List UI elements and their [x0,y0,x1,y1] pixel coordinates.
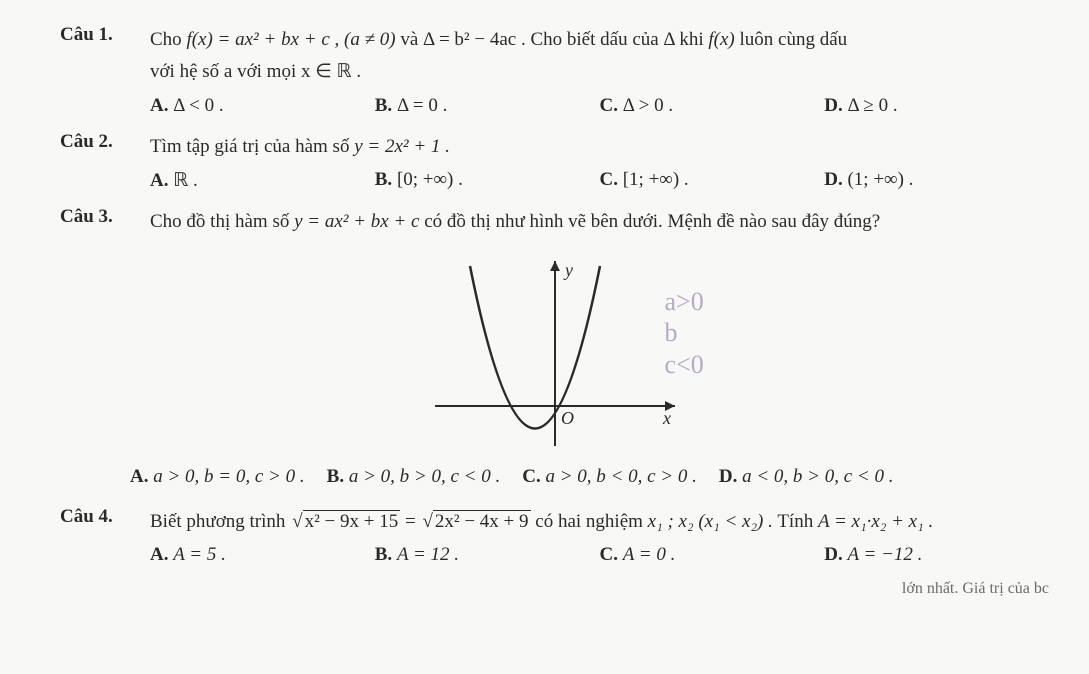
q2-opt-b[interactable]: B. [0; +∞) . [375,169,600,192]
q4-opt-a[interactable]: A. A = 5 . [150,544,375,566]
o-label: O [561,408,574,428]
q1-t1: Cho [150,29,186,50]
q4-t2: có hai nghiệm [535,511,647,532]
q2-eq: y = 2x² + 1 . [354,136,450,157]
q4-eq: = [405,511,420,532]
q1-opt-d[interactable]: D. Δ ≥ 0 . [824,95,1049,117]
q4-sqrt-lhs: x² − 9x + 15 [290,506,400,538]
q2-opt-d-text: (1; +∞) . [847,169,913,190]
q2-text: Tìm tập giá trị của hàm số y = 2x² + 1 . [150,131,1049,163]
q2-opt-b-text: [0; +∞) . [397,169,463,190]
q1-opt-b-text: Δ = 0 . [397,95,447,116]
q4-t3: Tính [777,511,818,532]
q1-opt-d-text: Δ ≥ 0 . [847,95,897,116]
q4-opt-b-text: A = 12 . [397,544,459,565]
q3-opt-b[interactable]: B. a > 0, b > 0, c < 0 . [327,466,501,488]
q1-opt-c[interactable]: C. Δ > 0 . [600,95,825,117]
q4-rhs-rad: 2x² − 4x + 9 [433,510,531,532]
q4-label: Câu 4. [60,506,150,528]
q4-opt-a-text: A = 5 . [173,544,226,565]
q1-t2: và [400,29,423,50]
q4-sqrt-rhs: 2x² − 4x + 9 [420,506,530,538]
q4-opt-c[interactable]: C. A = 0 . [600,544,825,566]
q4-opt-c-text: A = 0 . [623,544,676,565]
q4-roots: x₁ ; x₂ (x₁ < x₂) . [648,511,773,532]
q4-t1: Biết phương trình [150,511,290,532]
q3-opt-d[interactable]: D. a < 0, b > 0, c < 0 . [719,466,894,488]
parabola-graph: y x O [415,246,695,456]
q3-opt-a[interactable]: A. a > 0, b = 0, c > 0 . [130,466,305,488]
q1-fx2: f(x) [708,29,734,50]
q1-opt-c-text: Δ > 0 . [623,95,673,116]
q4-opt-b[interactable]: B. A = 12 . [375,544,600,566]
q3-opt-a-text: a > 0, b = 0, c > 0 . [153,466,304,487]
question-1: Câu 1. Cho f(x) = ax² + bx + c , (a ≠ 0)… [60,24,1049,89]
y-axis-arrow [550,261,560,271]
q2-t1: Tìm tập giá trị của hàm số [150,136,354,157]
q2-label: Câu 2. [60,131,150,153]
hand-l3: c<0 [665,349,704,380]
parabola-curve [470,266,600,429]
q3-options: A. a > 0, b = 0, c > 0 . B. a > 0, b > 0… [130,466,1049,488]
q1-label: Câu 1. [60,24,150,46]
q1-t4: luôn cùng dấu [740,29,848,50]
q2-opt-c[interactable]: C. [1; +∞) . [600,169,825,192]
q4-lhs-rad: x² − 9x + 15 [303,510,401,532]
q1-opt-b[interactable]: B. Δ = 0 . [375,95,600,117]
q1-opt-a[interactable]: A. Δ < 0 . [150,95,375,117]
question-3: Câu 3. Cho đồ thị hàm số y = ax² + bx + … [60,206,1049,238]
q1-delta: Δ = b² − 4ac [423,29,516,50]
question-2: Câu 2. Tìm tập giá trị của hàm số y = 2x… [60,131,1049,163]
q3-eq: y = ax² + bx + c [294,211,419,232]
q2-opt-a[interactable]: A. ℝ . [150,169,375,192]
y-label: y [563,260,573,280]
q3-t2: có đồ thị như hình vẽ bên dưới. Mệnh đề … [424,211,880,232]
q2-opt-c-text: [1; +∞) . [623,169,689,190]
q1-opt-a-text: Δ < 0 . [173,95,223,116]
q2-opt-a-text: ℝ . [173,170,198,191]
q1-line2: với hệ số a với mọi x ∈ ℝ . [150,61,361,82]
q4-options: A. A = 5 . B. A = 12 . C. A = 0 . D. A =… [150,544,1049,566]
footer-cutoff: lớn nhất. Giá trị của bc [60,580,1049,598]
q1-fx: f(x) = ax² + bx + c , (a ≠ 0) [186,29,395,50]
q4-Aexpr: A = x₁·x₂ + x₁ . [818,511,933,532]
q1-t3: . Cho biết dấu của Δ khi [521,29,708,50]
question-4: Câu 4. Biết phương trình x² − 9x + 15 = … [60,506,1049,538]
q4-opt-d[interactable]: D. A = −12 . [824,544,1049,566]
hand-l1: a>0 [665,286,704,317]
q3-text: Cho đồ thị hàm số y = ax² + bx + c có đồ… [150,206,1049,238]
q4-text: Biết phương trình x² − 9x + 15 = 2x² − 4… [150,506,1049,538]
q3-opt-c[interactable]: C. a > 0, b < 0, c > 0 . [522,466,697,488]
q1-text: Cho f(x) = ax² + bx + c , (a ≠ 0) và Δ =… [150,24,1049,89]
q2-options: A. ℝ . B. [0; +∞) . C. [1; +∞) . D. (1; … [150,169,1049,192]
q3-graph-wrap: y x O a>0 b c<0 [60,246,1049,456]
q3-opt-d-text: a < 0, b > 0, c < 0 . [742,466,893,487]
q2-opt-d[interactable]: D. (1; +∞) . [824,169,1049,192]
q3-t1: Cho đồ thị hàm số [150,211,294,232]
q4-opt-d-text: A = −12 . [847,544,922,565]
q3-opt-c-text: a > 0, b < 0, c > 0 . [545,466,696,487]
q1-options: A. Δ < 0 . B. Δ = 0 . C. Δ > 0 . D. Δ ≥ … [150,95,1049,117]
q3-opt-b-text: a > 0, b > 0, c < 0 . [349,466,500,487]
q3-label: Câu 3. [60,206,150,228]
hand-l2: b [665,317,704,348]
x-label: x [662,408,671,428]
handwritten-note: a>0 b c<0 [665,286,704,380]
